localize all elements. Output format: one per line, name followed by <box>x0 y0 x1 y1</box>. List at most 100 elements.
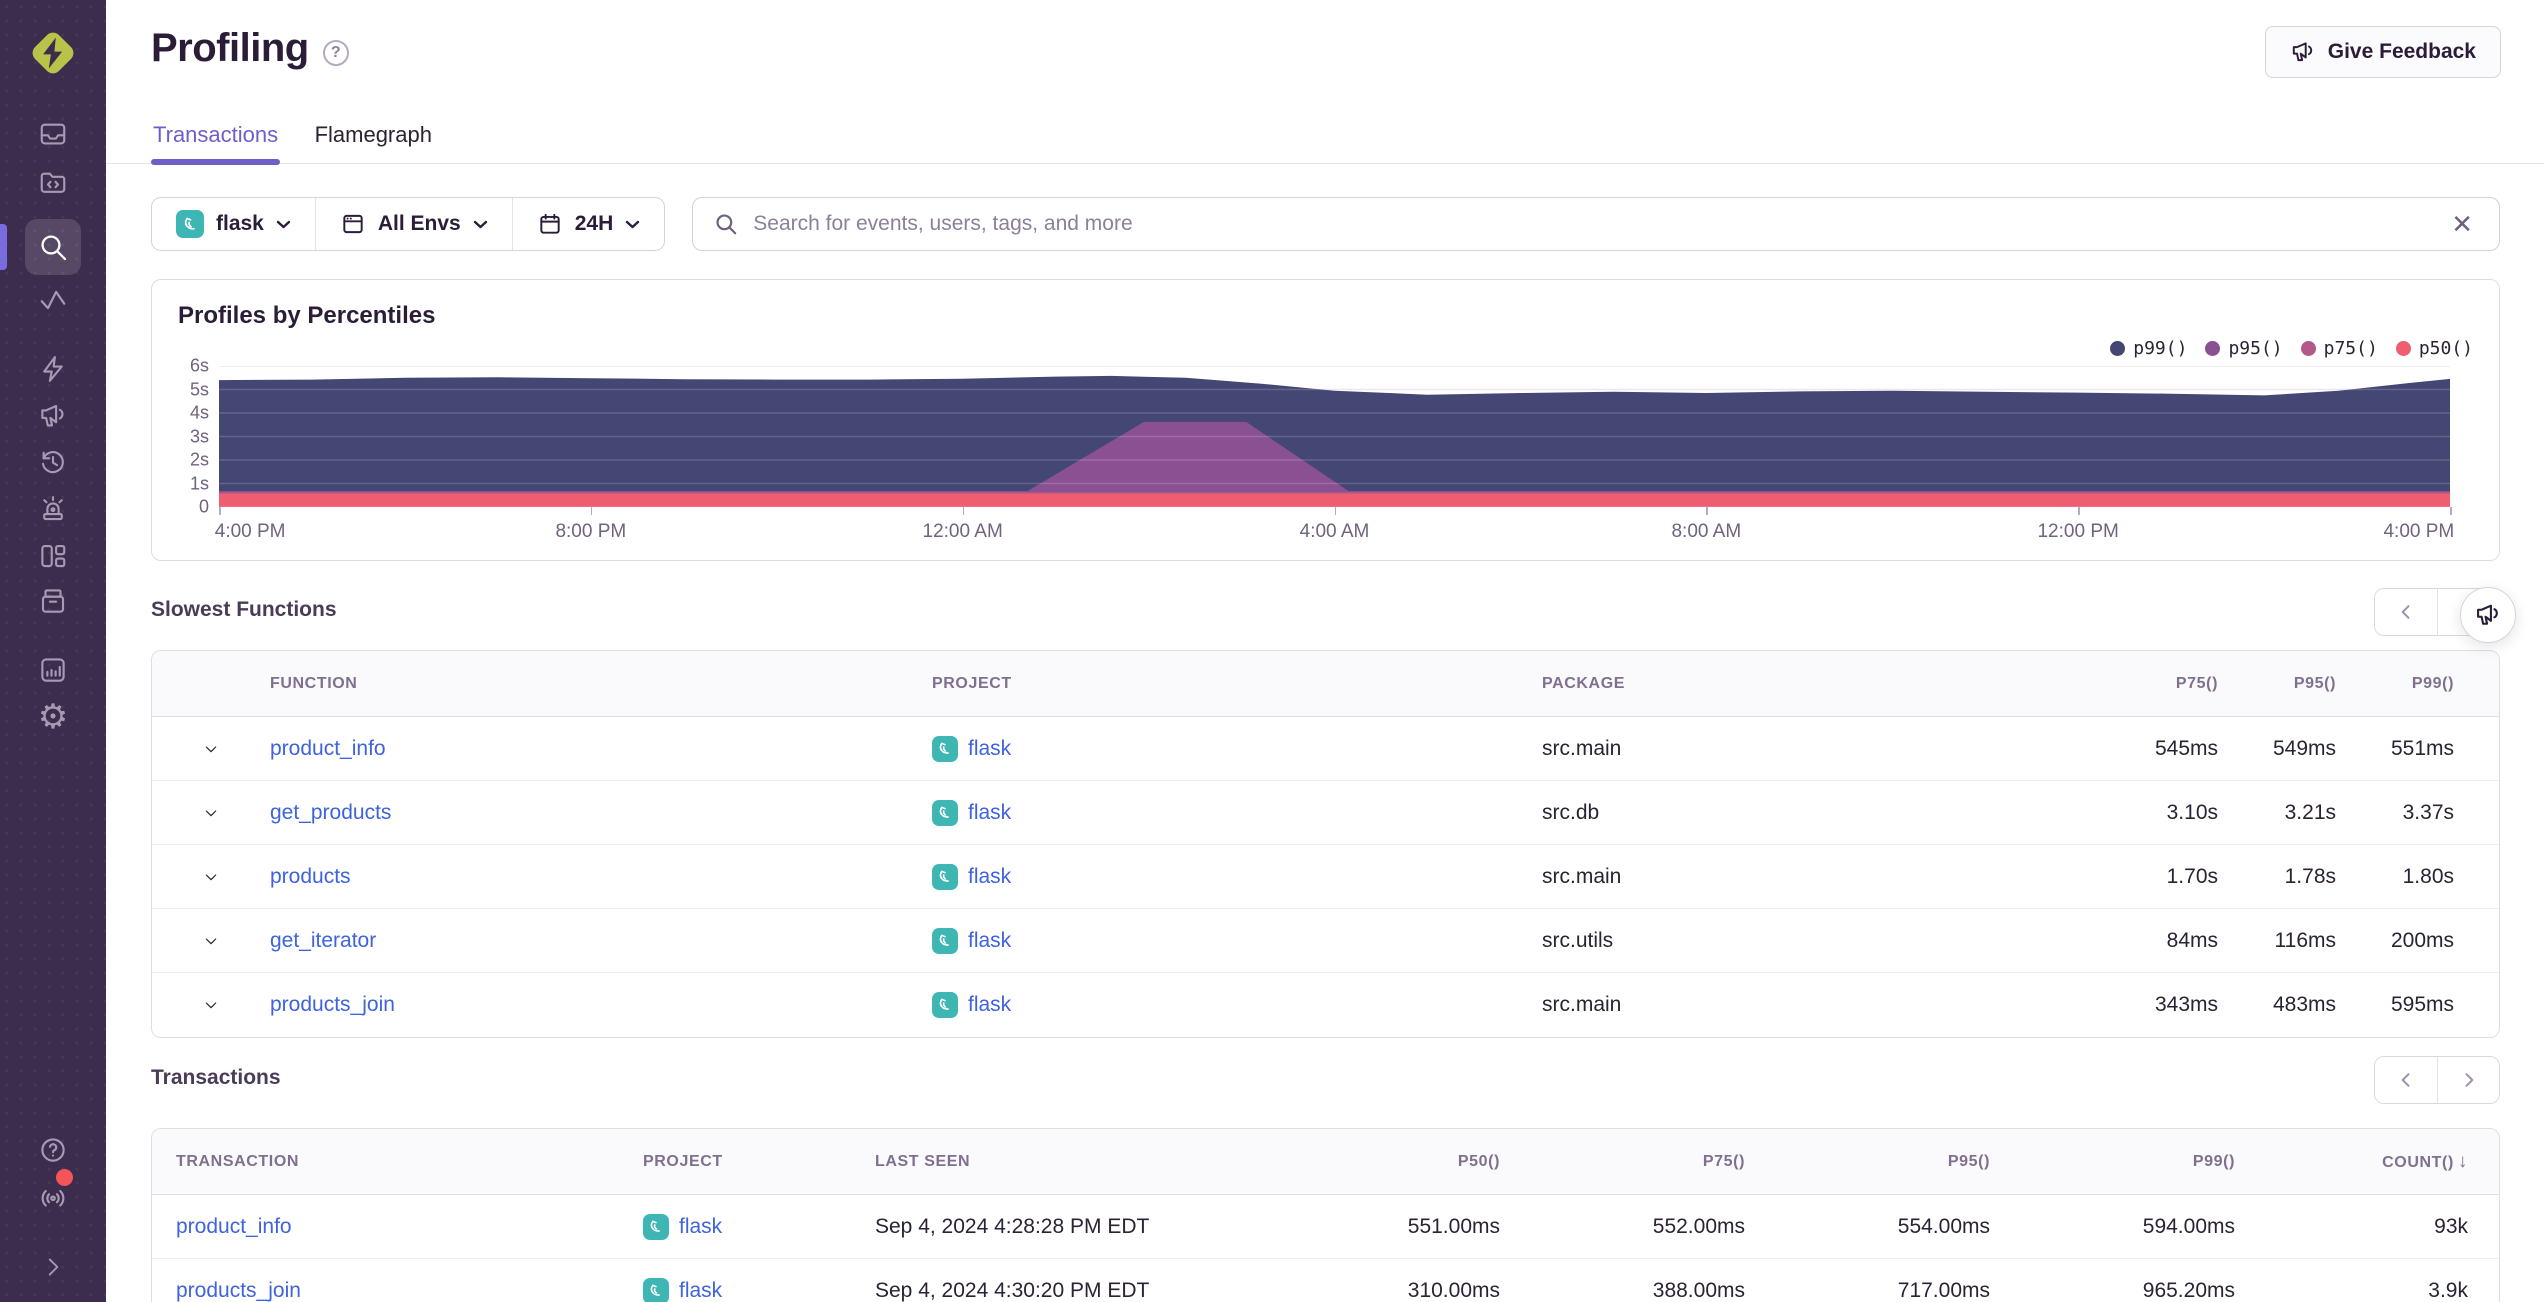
help-tooltip-icon[interactable]: ? <box>322 40 349 66</box>
sidebar-item-stats[interactable] <box>25 642 81 698</box>
give-feedback-button[interactable]: Give Feedback <box>2264 26 2501 78</box>
function-link[interactable]: products_join <box>270 993 395 1016</box>
active-nav-indicator <box>0 224 7 270</box>
sidebar-item-archive[interactable] <box>25 573 81 629</box>
project-filter-dropdown[interactable]: flask <box>152 198 315 250</box>
prev-page-button[interactable] <box>2375 1057 2437 1103</box>
expand-row-button[interactable] <box>152 805 270 821</box>
legend-item-p50[interactable]: p50() <box>2395 338 2473 359</box>
date-range-dropdown[interactable]: 24H <box>511 198 665 250</box>
col-p99[interactable]: P99() <box>2192 1152 2235 1170</box>
legend-dot <box>2395 341 2411 356</box>
flask-project-icon <box>643 1278 669 1302</box>
legend-item-p95[interactable]: p95() <box>2205 338 2283 359</box>
org-avatar-logo[interactable] <box>22 22 84 84</box>
sidebar-item-releases[interactable] <box>25 434 81 490</box>
tab-flamegraph[interactable]: Flamegraph <box>314 122 432 147</box>
col-transaction: TRANSACTION <box>176 1152 300 1170</box>
function-link[interactable]: products <box>270 864 351 888</box>
project-link[interactable]: flask <box>679 1214 723 1238</box>
y-axis-tick-label: 4s <box>189 402 209 423</box>
count-cell: 93k <box>2434 1214 2468 1238</box>
col-p99[interactable]: P99() <box>2411 674 2454 692</box>
col-p95[interactable]: P95() <box>2293 674 2336 692</box>
p75-cell: 3.10s <box>2166 800 2218 824</box>
project-link[interactable]: flask <box>968 928 1012 952</box>
p75-cell: 343ms <box>2154 993 2218 1016</box>
sidebar-item-explore[interactable] <box>25 219 81 275</box>
expand-row-button[interactable] <box>152 741 270 757</box>
table-header-row: FUNCTION PROJECT PACKAGE P75() P95() P99… <box>152 651 2499 717</box>
x-axis-tick <box>1706 507 1708 515</box>
next-page-button[interactable] <box>2437 1057 2499 1103</box>
col-p75[interactable]: P75() <box>1702 1152 1745 1170</box>
sidebar-item-alerts[interactable] <box>25 481 81 537</box>
tab-transactions[interactable]: Transactions <box>151 108 281 165</box>
transactions-pager <box>2374 1056 2500 1104</box>
project-link[interactable]: flask <box>968 800 1012 824</box>
prev-page-button[interactable] <box>2375 589 2437 635</box>
project-link[interactable]: flask <box>679 1279 723 1302</box>
legend-dot <box>2300 341 2316 356</box>
legend-item-p75[interactable]: p75() <box>2300 338 2378 359</box>
package-cell: src.main <box>1542 993 1622 1016</box>
sidebar-item-help[interactable] <box>25 1122 81 1178</box>
col-p75[interactable]: P75() <box>2175 674 2218 692</box>
environment-filter-dropdown[interactable]: All Envs <box>314 198 512 250</box>
sidebar-item-boost[interactable] <box>25 341 81 397</box>
sidebar-item-insights[interactable] <box>25 272 81 328</box>
history-clock-icon <box>41 451 64 474</box>
sidebar-item-feedback[interactable] <box>25 388 81 444</box>
last-seen-cell: Sep 4, 2024 4:28:28 PM EDT <box>875 1214 1150 1238</box>
sidebar-item-projects[interactable] <box>25 155 81 211</box>
project-link[interactable]: flask <box>968 993 1012 1016</box>
project-link[interactable]: flask <box>968 736 1012 760</box>
transaction-link[interactable]: product_info <box>176 1214 292 1238</box>
chevron-down-icon <box>205 809 217 816</box>
table-header-row: TRANSACTION PROJECT LAST SEEN P50() P75() P95… <box>152 1129 2499 1195</box>
sidebar-collapse-button[interactable] <box>25 1239 81 1295</box>
p75-cell: 1.70s <box>2166 864 2218 888</box>
function-link[interactable]: get_iterator <box>270 928 377 952</box>
function-link[interactable]: product_info <box>270 736 386 760</box>
chevron-down-icon <box>205 873 217 880</box>
sidebar-item-whats-new[interactable] <box>25 1169 81 1225</box>
package-cell: src.db <box>1542 800 1600 824</box>
x-axis-tick-label: 4:00 PM <box>214 521 286 542</box>
explore-search-icon <box>41 235 67 261</box>
slowest-functions-table: FUNCTION PROJECT PACKAGE P75() P95() P99… <box>151 650 2500 1038</box>
clear-search-icon[interactable]: ✕ <box>2451 209 2473 239</box>
col-count[interactable]: COUNT() ↓ <box>2382 1150 2468 1172</box>
transactions-heading: Transactions <box>151 1066 281 1089</box>
legend-item-p99[interactable]: p99() <box>2110 338 2187 359</box>
sidebar-item-dashboards[interactable] <box>25 528 81 584</box>
expand-row-button[interactable] <box>152 997 270 1013</box>
col-p50[interactable]: P50() <box>1457 1152 1500 1170</box>
chart-canvas <box>219 366 2450 507</box>
chevron-right-icon <box>2465 1073 2473 1087</box>
table-row: products_join flask Sep 4, 2024 4:30:20 P… <box>152 1259 2499 1302</box>
floating-feedback-button[interactable] <box>2460 587 2516 643</box>
chevron-left-icon <box>2401 605 2410 619</box>
y-axis-tick-label: 1s <box>189 473 209 493</box>
p95-cell: 1.78s <box>2284 864 2336 888</box>
project-link[interactable]: flask <box>968 864 1012 888</box>
p99-cell: 200ms <box>2390 928 2454 952</box>
p50-cell: 551.00ms <box>1407 1214 1500 1238</box>
sentry-logo <box>32 32 74 74</box>
sidebar-item-issues[interactable] <box>25 106 81 162</box>
main-content: Profiling ? Give Feedback Transactions F… <box>106 0 2544 1302</box>
expand-row-button[interactable] <box>152 869 270 885</box>
transaction-link[interactable]: products_join <box>176 1279 301 1302</box>
megaphone-icon <box>41 404 64 427</box>
percentiles-area-chart[interactable]: 6s 5s 4s 3s 2s 1s 0 4:00 PM 8:00 PM 12:00 AM 4:00 … <box>190 356 2454 543</box>
search-input[interactable] <box>753 212 2432 236</box>
megaphone-icon <box>2477 604 2498 625</box>
function-link[interactable]: get_products <box>270 800 392 824</box>
sidebar-item-settings[interactable]: ⚙ <box>25 689 81 745</box>
p75-cell: 545ms <box>2154 736 2218 760</box>
p99-cell: 1.80s <box>2402 864 2454 888</box>
table-row: product_info flask Sep 4, 2024 4:28:28 PM… <box>152 1195 2499 1259</box>
col-p95[interactable]: P95() <box>1947 1152 1990 1170</box>
expand-row-button[interactable] <box>152 933 270 949</box>
